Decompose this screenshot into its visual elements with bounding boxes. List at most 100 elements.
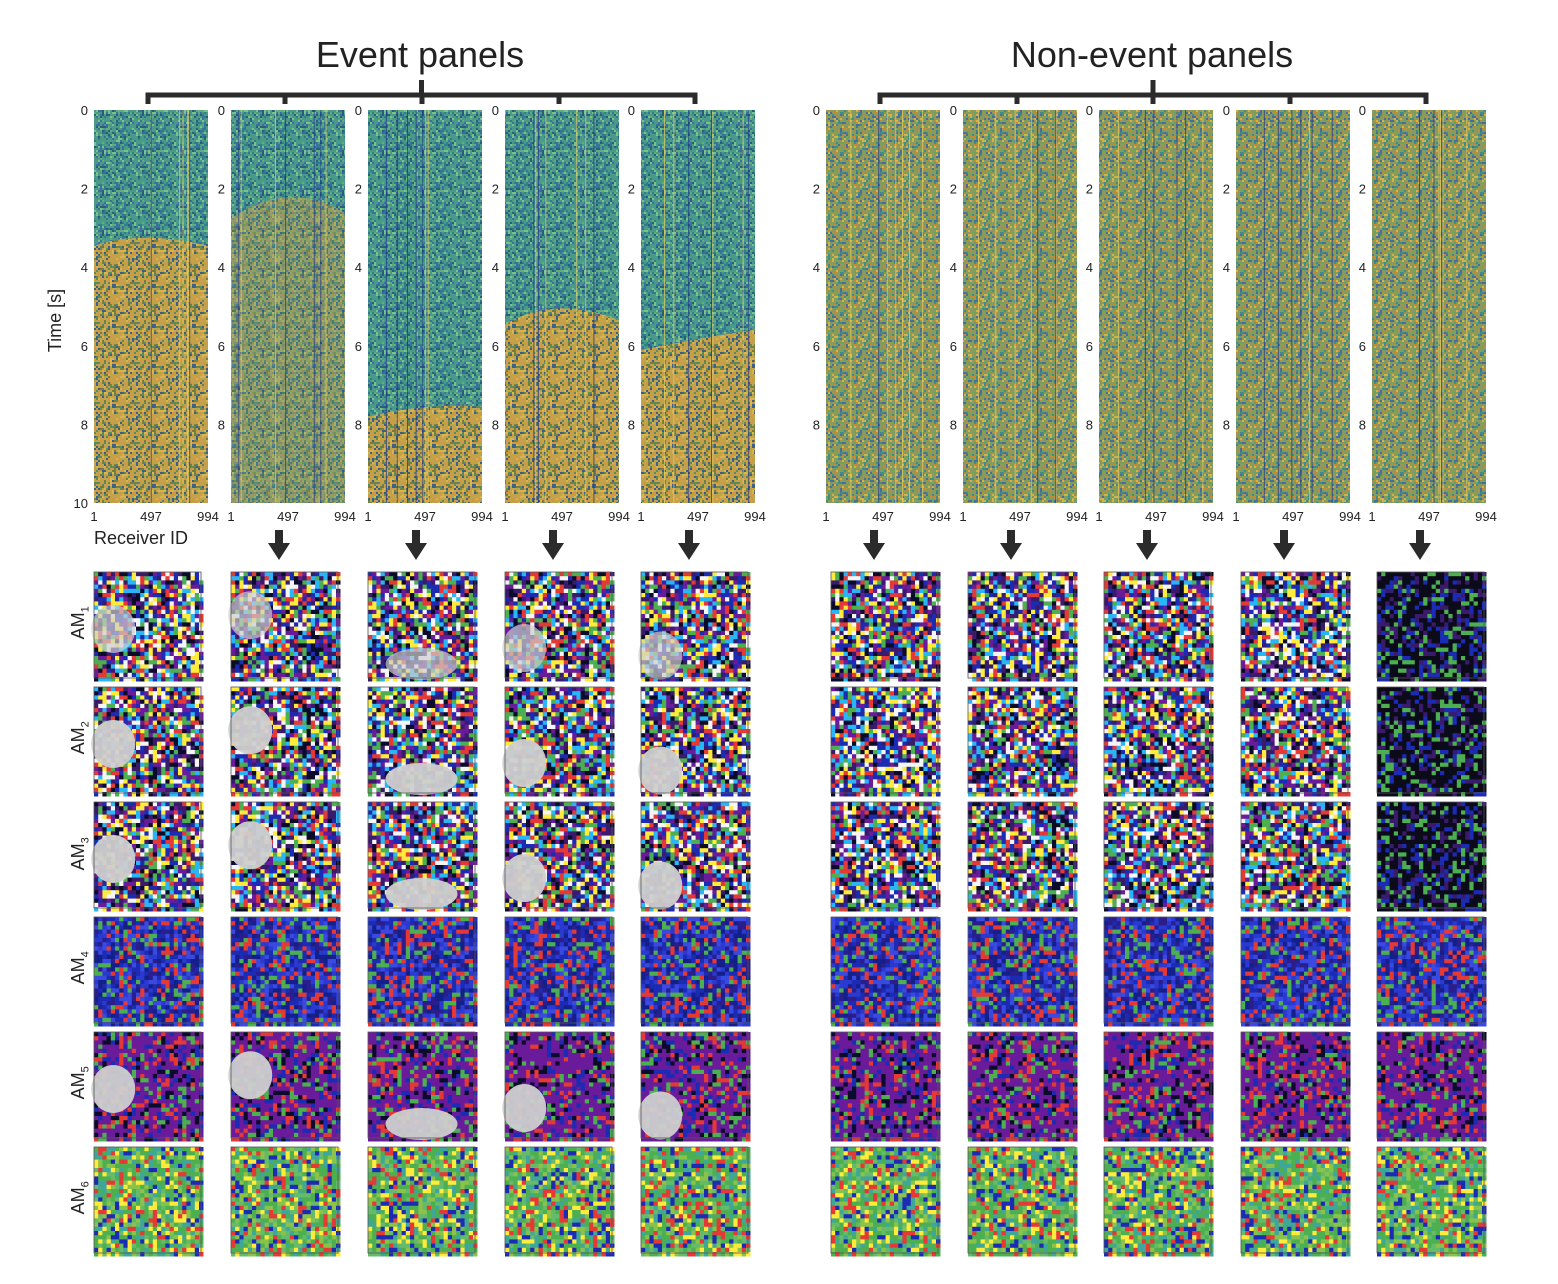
activation-cell — [170, 687, 175, 692]
activation-cell — [115, 691, 120, 696]
arrow-shaft — [870, 530, 878, 544]
activation-cell — [107, 669, 112, 674]
activation-cell — [153, 687, 158, 692]
activation-cell — [144, 656, 149, 661]
activation-cell — [161, 597, 166, 602]
activation-cell — [128, 664, 133, 669]
activation-cell — [153, 669, 158, 674]
activation-cell — [123, 572, 128, 577]
activation-cell — [170, 622, 175, 627]
activation-cell — [102, 695, 107, 700]
activation-cell — [165, 622, 170, 627]
activation-cell — [136, 606, 141, 611]
activation-cell — [140, 585, 145, 590]
activation-cell — [98, 669, 103, 674]
activation-cell — [123, 700, 128, 705]
activation-cell — [111, 695, 116, 700]
activation-cell — [119, 597, 124, 602]
activation-cell — [191, 589, 196, 594]
activation-cell — [107, 593, 112, 598]
down-arrow-icon — [1000, 530, 1022, 560]
activation-cell — [178, 606, 183, 611]
activation-cell — [195, 700, 200, 705]
activation-cell — [149, 643, 154, 648]
activation-cell — [186, 652, 191, 657]
activation-map — [91, 687, 203, 797]
seismic-panel-bg — [1099, 110, 1213, 503]
activation-cell — [119, 576, 124, 581]
activation-cell — [174, 589, 179, 594]
event-arrival — [368, 406, 482, 503]
activation-cell — [140, 589, 145, 594]
activation-cell — [132, 669, 137, 674]
activation-cell — [94, 593, 99, 598]
activation-cell — [170, 610, 175, 615]
activation-cell — [111, 669, 116, 674]
activation-cell — [170, 576, 175, 581]
activation-cell — [157, 622, 162, 627]
event-arrival — [505, 308, 619, 503]
x-tick-label: 497 — [687, 509, 709, 524]
activation-cell — [94, 597, 99, 602]
activation-cell — [153, 700, 158, 705]
x-tick-label: 994 — [1066, 509, 1088, 524]
event-blob — [91, 605, 135, 653]
activation-cell — [98, 593, 103, 598]
activation-cell — [161, 589, 166, 594]
activation-cell — [115, 669, 120, 674]
activation-cell — [178, 643, 183, 648]
activation-cell — [182, 580, 187, 585]
activation-cell — [191, 639, 196, 644]
activation-cell — [170, 669, 175, 674]
activation-cell — [98, 652, 103, 657]
activation-cell — [123, 664, 128, 669]
activation-cell — [132, 589, 137, 594]
activation-cell — [140, 695, 145, 700]
activation-cell — [186, 687, 191, 692]
activation-cell — [157, 572, 162, 577]
activation-cell — [157, 597, 162, 602]
activation-cell — [136, 597, 141, 602]
activation-cell — [119, 589, 124, 594]
activation-cell — [174, 635, 179, 640]
activation-cell — [128, 652, 133, 657]
activation-cell — [186, 572, 191, 577]
activation-cell — [98, 700, 103, 705]
activation-cell — [170, 700, 175, 705]
activation-cell — [170, 614, 175, 619]
y-tick-label: 8 — [1086, 417, 1093, 432]
activation-cell — [195, 601, 200, 606]
activation-cell — [144, 635, 149, 640]
activation-cell — [132, 664, 137, 669]
activation-cell — [191, 664, 196, 669]
activation-cell — [161, 691, 166, 696]
activation-cell — [132, 691, 137, 696]
activation-cell — [149, 580, 154, 585]
activation-cell — [195, 704, 200, 709]
activation-cell — [195, 585, 200, 590]
activation-cell — [144, 576, 149, 581]
activation-cell — [98, 664, 103, 669]
activation-cell — [136, 610, 141, 615]
activation-cell — [195, 656, 200, 661]
activation-cell — [132, 695, 137, 700]
activation-cell — [165, 627, 170, 632]
activation-cell — [195, 691, 200, 696]
activation-cell — [140, 687, 145, 692]
activation-cell — [161, 585, 166, 590]
activation-cell — [178, 572, 183, 577]
activation-cell — [165, 648, 170, 653]
activation-cell — [153, 614, 158, 619]
activation-cell — [191, 622, 196, 627]
down-arrow-icon — [863, 530, 885, 560]
activation-cell — [149, 648, 154, 653]
activation-cell — [157, 635, 162, 640]
activation-cell — [186, 614, 191, 619]
activation-cell — [111, 664, 116, 669]
activation-cell — [153, 639, 158, 644]
activation-cell — [157, 610, 162, 615]
activation-cell — [170, 648, 175, 653]
activation-cell — [140, 627, 145, 632]
activation-cell — [102, 580, 107, 585]
activation-cell — [157, 664, 162, 669]
